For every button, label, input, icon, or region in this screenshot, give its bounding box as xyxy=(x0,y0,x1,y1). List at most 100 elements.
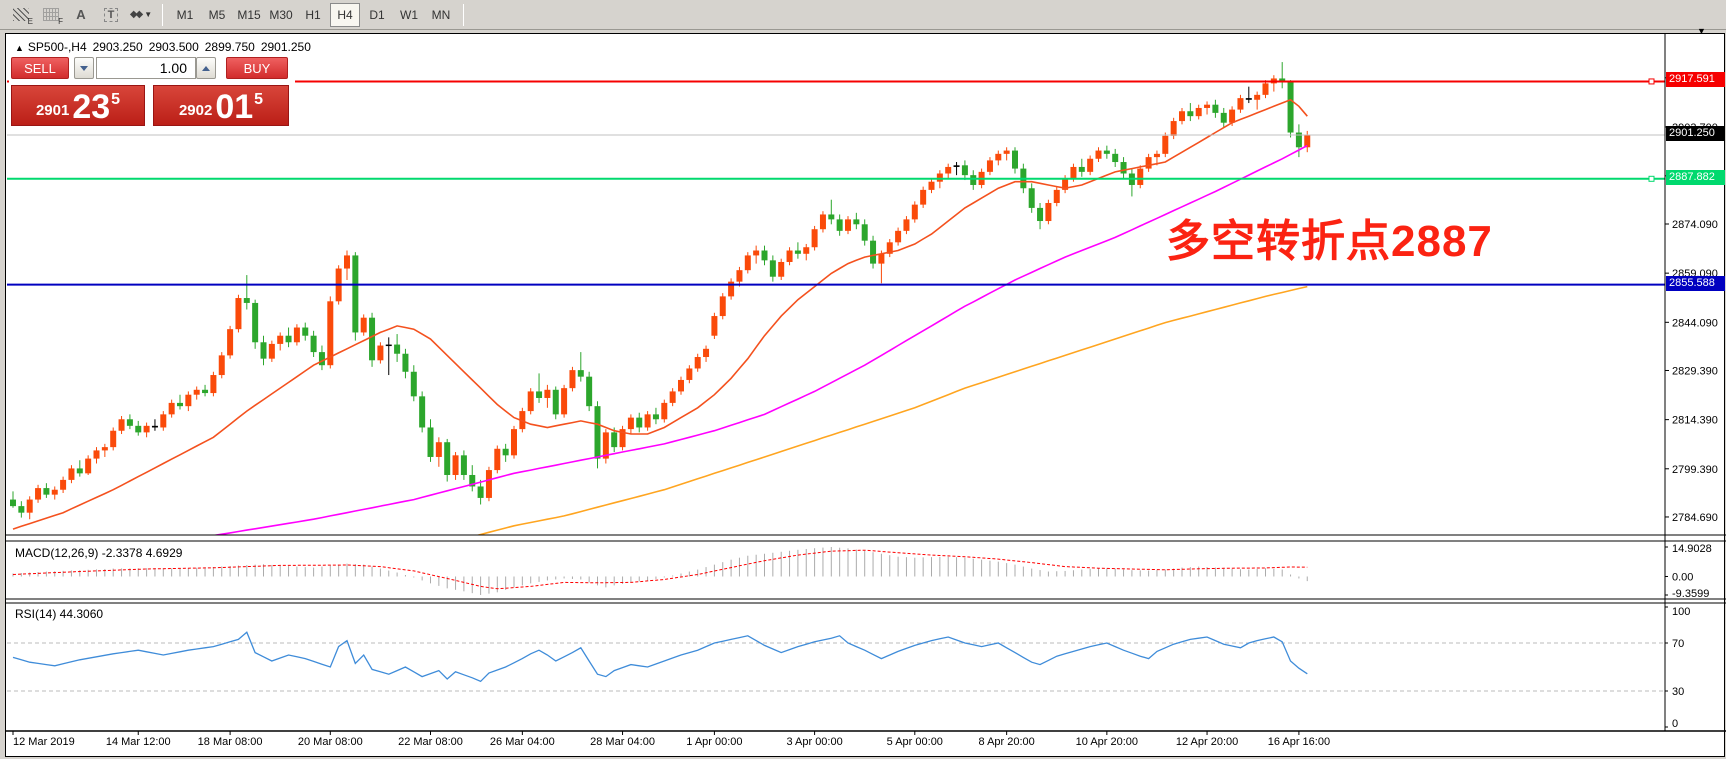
arrange-tool-button[interactable]: ◆◆ ▼ xyxy=(127,3,155,27)
candle-body xyxy=(986,160,993,172)
timeframe-d1[interactable]: D1 xyxy=(369,7,385,22)
candle-body xyxy=(502,448,509,456)
time-axis-label: 5 Apr 00:00 xyxy=(887,736,943,748)
candle-body xyxy=(327,301,334,366)
timeframe-m5[interactable]: M5 xyxy=(208,7,226,22)
candle-body xyxy=(385,344,392,347)
volume-input[interactable]: 1.00 xyxy=(96,57,196,79)
candle-body xyxy=(377,345,384,361)
candle-body xyxy=(561,388,568,415)
ohlc-close: 2901.250 xyxy=(260,40,311,54)
chart-canvas[interactable]: 2918.7002903.7002888.7902874.0902859.090… xyxy=(6,34,1726,758)
candle-body xyxy=(60,479,67,490)
candle-body xyxy=(703,348,710,358)
timeframe-h4[interactable]: H4 xyxy=(330,2,360,27)
candle-body xyxy=(853,219,860,225)
timeframe-m15[interactable]: M15 xyxy=(237,7,261,22)
candle-body xyxy=(627,417,634,430)
timeframe-h1[interactable]: H1 xyxy=(305,7,321,22)
volume-decrease-button[interactable] xyxy=(74,57,94,79)
candle-body xyxy=(786,250,793,262)
candle-body xyxy=(369,317,376,361)
price-tag-bluelevel: 2855.588 xyxy=(1666,275,1725,291)
ask-big-figure: 01 xyxy=(215,88,254,126)
time-axis-label: 28 Mar 04:00 xyxy=(590,736,655,748)
candle-body xyxy=(936,173,943,182)
volume-increase-button[interactable] xyxy=(196,57,216,79)
line-handle[interactable] xyxy=(1648,175,1655,182)
ma-mid-magenta xyxy=(212,144,1308,535)
candle-body xyxy=(135,425,142,433)
candle-body xyxy=(1045,202,1052,222)
candle-body xyxy=(970,175,977,185)
candle-body xyxy=(427,427,434,457)
candle-body xyxy=(68,468,75,480)
candle-body xyxy=(1212,104,1219,113)
sell-button[interactable]: SELL xyxy=(11,57,69,79)
candle-body xyxy=(419,396,426,428)
candle-body xyxy=(1145,157,1152,169)
chart-window: 2918.7002903.7002888.7902874.0902859.090… xyxy=(5,33,1726,758)
candle-body xyxy=(485,470,492,498)
candle-body xyxy=(1237,98,1244,110)
candle-body xyxy=(953,165,960,167)
scroll-end-marker-icon[interactable]: ▼ xyxy=(1697,26,1706,36)
ask-price-box[interactable]: 2902 01 5 xyxy=(153,85,289,126)
candle-body xyxy=(552,389,559,415)
candle-body xyxy=(435,442,442,457)
candle-body xyxy=(594,406,601,459)
price-axis-tick: 2829.390 xyxy=(1672,365,1718,377)
chart-text-annotation[interactable]: 多空转折点2887 xyxy=(1166,217,1493,266)
bid-prefix: 2901 xyxy=(35,102,70,119)
pattern-tool-button[interactable]: E xyxy=(7,3,35,27)
toolbar-separator-2 xyxy=(463,3,464,26)
candle-body xyxy=(394,344,401,354)
candle-body xyxy=(694,357,701,369)
candle-body xyxy=(1112,153,1119,163)
candle-body xyxy=(778,261,785,277)
bid-price-box[interactable]: 2901 23 5 xyxy=(11,85,145,126)
candle-body xyxy=(761,250,768,261)
candle-body xyxy=(469,474,476,487)
timeframe-m1[interactable]: M1 xyxy=(176,7,194,22)
time-axis-label: 20 Mar 08:00 xyxy=(298,736,363,748)
candle-body xyxy=(285,335,292,343)
candle-body xyxy=(753,250,760,256)
candle-body xyxy=(1120,162,1127,174)
line-handle[interactable] xyxy=(1648,78,1655,85)
rsi-axis-tick: 100 xyxy=(1672,606,1690,618)
rsi-axis-tick: 30 xyxy=(1672,686,1684,698)
timeframe-m30[interactable]: M30 xyxy=(269,7,293,22)
price-tag-current-bid: 2901.250 xyxy=(1666,125,1725,141)
timeframe-mn[interactable]: MN xyxy=(431,7,451,22)
candle-body xyxy=(452,455,459,475)
candle-body xyxy=(1037,207,1044,222)
candle-body xyxy=(85,458,92,474)
collapse-icon[interactable]: ▲ xyxy=(15,43,24,53)
candle-body xyxy=(928,181,935,190)
candle-body xyxy=(185,394,192,407)
candle-body xyxy=(1295,132,1302,148)
candle-body xyxy=(360,317,367,333)
symbol-period: SP500-,H4 xyxy=(27,40,87,54)
candle-body xyxy=(1245,98,1252,100)
candle-body xyxy=(277,335,284,344)
candle-body xyxy=(886,242,893,254)
candle-body xyxy=(1053,189,1060,203)
candle-body xyxy=(1012,150,1018,169)
candle-body xyxy=(1162,135,1169,154)
text-tool-button[interactable]: A xyxy=(67,3,95,27)
candle-body xyxy=(260,342,267,359)
candle-body xyxy=(511,429,517,456)
buy-button[interactable]: BUY xyxy=(226,57,288,79)
candle-body xyxy=(636,417,643,428)
textbox-tool-button[interactable]: T xyxy=(97,3,125,27)
time-axis-label: 14 Mar 12:00 xyxy=(106,736,171,748)
timeframe-w1[interactable]: W1 xyxy=(400,7,418,22)
candle-body xyxy=(1262,83,1269,95)
one-click-trade-panel: SELL 1.00 BUY 2901 23 5 2902 01 5 xyxy=(9,55,295,128)
candle-body xyxy=(1095,150,1102,159)
candle-body xyxy=(402,353,409,372)
grid-tool-button[interactable]: F xyxy=(37,3,65,27)
pattern-tool-sub: E xyxy=(27,16,33,26)
